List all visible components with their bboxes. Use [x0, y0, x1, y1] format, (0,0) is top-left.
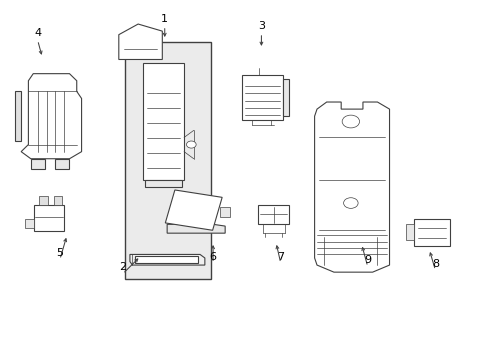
Bar	[413, 219, 449, 246]
Text: 4: 4	[34, 28, 41, 38]
Text: 3: 3	[257, 21, 264, 31]
Circle shape	[343, 198, 357, 208]
Polygon shape	[406, 224, 413, 240]
Polygon shape	[53, 196, 62, 205]
Polygon shape	[24, 219, 34, 228]
Polygon shape	[21, 74, 81, 159]
Polygon shape	[167, 221, 224, 233]
Bar	[258, 205, 289, 224]
Circle shape	[186, 141, 196, 148]
Text: 5: 5	[56, 248, 63, 258]
Text: 1: 1	[161, 14, 168, 24]
Polygon shape	[165, 190, 222, 230]
Text: 6: 6	[209, 252, 216, 261]
Text: 7: 7	[277, 252, 284, 261]
Polygon shape	[119, 24, 162, 59]
Text: 2: 2	[119, 262, 126, 272]
Polygon shape	[55, 159, 69, 169]
Polygon shape	[31, 159, 45, 169]
Polygon shape	[145, 180, 181, 187]
Circle shape	[342, 115, 359, 128]
Polygon shape	[39, 196, 48, 205]
Polygon shape	[220, 207, 229, 217]
Bar	[34, 205, 64, 231]
Polygon shape	[15, 91, 21, 141]
Polygon shape	[283, 79, 288, 116]
Bar	[125, 42, 211, 279]
Bar	[142, 63, 183, 180]
Text: 8: 8	[431, 258, 438, 269]
Polygon shape	[135, 256, 197, 263]
Text: 9: 9	[364, 255, 370, 265]
Bar	[242, 76, 283, 120]
Polygon shape	[314, 102, 389, 272]
Polygon shape	[130, 255, 204, 265]
